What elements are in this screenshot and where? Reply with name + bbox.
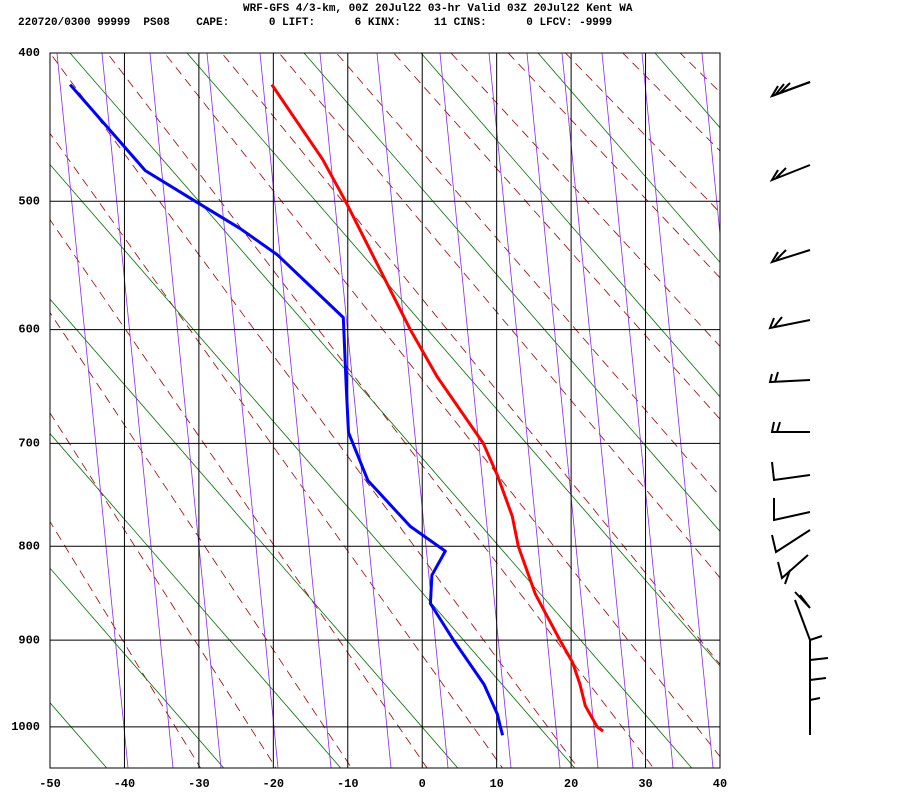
mixing-line [526, 53, 599, 768]
barb [771, 461, 811, 482]
wind-barbs [768, 81, 829, 735]
dry-adiabat [50, 53, 579, 768]
mixing-line [206, 53, 279, 768]
x-tick-label: -40 [114, 777, 136, 791]
dry-adiabat [335, 53, 720, 497]
mixing-line [488, 53, 561, 768]
mixing-line [56, 53, 129, 768]
dry-adiabat [393, 53, 720, 420]
y-tick-label: 600 [18, 323, 40, 337]
profiles [68, 83, 604, 736]
dry-adiabat [50, 218, 428, 768]
mixing-line [376, 53, 449, 768]
chart-subtitle: 220720/0300 99999 PS08 CAPE: 0 LIFT: 6 K… [18, 17, 612, 29]
guide-line [50, 433, 342, 768]
barb [771, 529, 811, 554]
mixing-line [561, 53, 634, 768]
guide-line [654, 53, 720, 129]
y-tick-label: 1000 [11, 720, 40, 734]
mixing-line [101, 53, 174, 768]
profile-line [68, 83, 505, 736]
dry-adiabat [679, 53, 720, 93]
x-tick-label: 20 [564, 777, 578, 791]
dry-adiabat [873, 20, 900, 776]
plot-frame [49, 52, 721, 769]
mixing-line [319, 53, 392, 768]
mixing-line [701, 53, 720, 239]
dry-adiabat [50, 520, 201, 768]
mixing-line [149, 53, 222, 768]
guide-line [50, 702, 108, 768]
mixing-line [439, 53, 512, 768]
barb [773, 498, 811, 522]
barb [769, 249, 811, 264]
y-tick-label: 700 [18, 437, 40, 451]
dry-adiabat [50, 311, 352, 768]
barb [769, 81, 811, 98]
x-tick-label: -30 [188, 777, 210, 791]
dry-adiabat [760, 20, 900, 776]
barb [777, 554, 809, 585]
dry-adiabat [50, 412, 277, 768]
guide-line [772, 53, 900, 768]
barb [794, 599, 829, 735]
barb [768, 371, 811, 384]
profile-line [270, 83, 604, 733]
guide-line [50, 163, 576, 768]
y-tick-label: 900 [18, 633, 40, 647]
mixing-line [601, 53, 674, 768]
barb [768, 316, 811, 330]
y-tick-label: 400 [18, 46, 40, 60]
x-tick-label: 40 [713, 777, 727, 791]
x-tick-label: 30 [638, 777, 652, 791]
barb [770, 421, 810, 433]
dry-adiabat [703, 20, 900, 776]
x-tick-label: 10 [489, 777, 503, 791]
dry-adiabat [507, 53, 720, 279]
dry-adiabat [622, 53, 720, 152]
guide-line [537, 53, 720, 263]
guide-line [186, 53, 720, 667]
dry-adiabat [163, 53, 720, 758]
x-tick-label: 0 [419, 777, 426, 791]
dry-adiabat [221, 53, 720, 665]
guide-line [69, 53, 693, 768]
dry-adiabat [816, 20, 900, 776]
barb [794, 591, 811, 609]
guide-line [303, 53, 720, 533]
y-tick-label: 800 [18, 539, 40, 553]
guide-line [50, 567, 225, 768]
y-tick-label: 500 [18, 194, 40, 208]
dry-adiabat [450, 53, 720, 348]
guide-line [420, 53, 720, 398]
x-tick-label: -10 [337, 777, 359, 791]
mixing-line [259, 53, 332, 768]
grid [49, 52, 721, 768]
guide-line [50, 298, 459, 768]
dry-adiabat [50, 132, 503, 768]
chart-title: WRF-GFS 4/3-km, 00Z 20Jul22 03-hr Valid … [243, 3, 633, 15]
background-lines [50, 20, 900, 776]
x-tick-label: -20 [263, 777, 285, 791]
barb [769, 164, 811, 183]
x-tick-label: -50 [39, 777, 61, 791]
mixing-line [641, 53, 714, 768]
